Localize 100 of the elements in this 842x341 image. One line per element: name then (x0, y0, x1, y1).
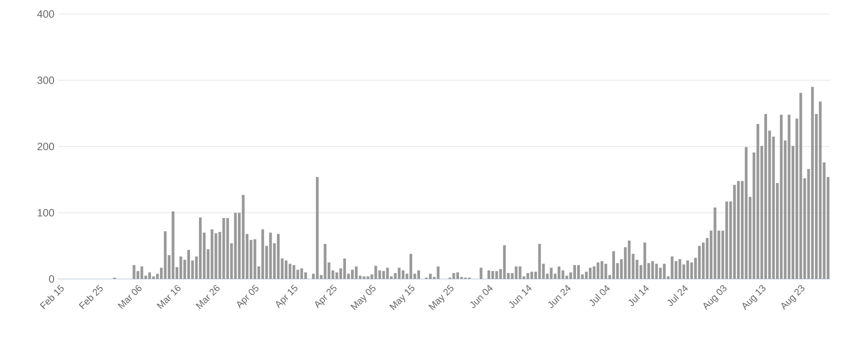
bar (744, 147, 748, 279)
bar (811, 86, 814, 279)
bar (562, 270, 564, 279)
bar (324, 244, 326, 279)
bar (254, 239, 256, 279)
bar (222, 218, 226, 279)
bar (503, 245, 506, 279)
bar (577, 265, 580, 279)
x-tick-label: Feb 15 (40, 284, 64, 310)
bar (316, 176, 319, 279)
x-tick-label: Jun 24 (548, 284, 571, 308)
bar (436, 266, 440, 279)
bar (386, 268, 389, 279)
x-tick-label: Apr 25 (315, 284, 336, 308)
bar (226, 218, 229, 279)
bar (417, 270, 420, 279)
bar (737, 180, 740, 279)
bar (284, 260, 288, 279)
x-tick-label: Jun 04 (470, 284, 493, 308)
x-tick-label: Apr 15 (276, 284, 298, 308)
bar (164, 231, 167, 279)
bar (714, 207, 716, 279)
x-tick-label: Apr 05 (237, 284, 259, 308)
bar (187, 250, 190, 279)
bar (612, 251, 615, 279)
bar (628, 240, 631, 279)
x-tick-label: Jul 24 (667, 285, 688, 306)
x-tick-label: Aug 13 (742, 285, 766, 310)
bar (818, 101, 822, 279)
bar (362, 276, 366, 279)
x-tick-label: Feb 25 (78, 284, 103, 310)
bar (140, 266, 144, 279)
bar (678, 259, 682, 279)
bar (366, 276, 370, 279)
bar (398, 268, 401, 279)
bar (269, 232, 272, 279)
bar (354, 266, 358, 279)
x-tick-label: Jun 14 (509, 284, 532, 308)
x-tick-label: May 05 (350, 284, 376, 310)
bar (456, 272, 460, 279)
x-tick-label: Mar 06 (118, 285, 142, 310)
bar (600, 261, 604, 279)
bar (292, 265, 296, 279)
bar (152, 276, 155, 279)
bar (210, 229, 214, 279)
bar (573, 265, 576, 279)
bar (514, 266, 518, 279)
bar (596, 262, 600, 279)
bar (756, 124, 760, 279)
bar (304, 272, 307, 279)
bar (198, 217, 202, 279)
x-tick-label: May 15 (389, 284, 414, 310)
bar (518, 266, 522, 279)
bar (538, 244, 541, 279)
bar (558, 266, 560, 279)
bar (351, 270, 354, 279)
bar (234, 212, 237, 279)
bar (764, 114, 768, 279)
x-tick-label: Mar 26 (196, 285, 220, 310)
bar (242, 194, 245, 279)
bar (495, 271, 498, 279)
bar (651, 261, 654, 279)
y-tick-label: 300 (37, 76, 54, 84)
bar (662, 264, 666, 279)
bar (550, 268, 553, 279)
bar (698, 246, 701, 279)
bar (526, 273, 530, 279)
bar (690, 262, 693, 279)
y-tick-label: 100 (38, 209, 54, 216)
bar (604, 264, 608, 279)
y-tick-label: 200 (37, 142, 54, 150)
bar (491, 271, 494, 279)
bar (402, 270, 404, 279)
bar (588, 268, 592, 279)
bar (655, 264, 658, 279)
y-tick-label: 0 (49, 275, 54, 283)
bar (480, 268, 482, 279)
bar (686, 260, 690, 279)
bar (300, 268, 304, 279)
bar (378, 270, 382, 279)
bar (643, 242, 646, 279)
bar (788, 114, 790, 279)
x-tick-label: Aug 23 (781, 285, 804, 310)
bar (214, 233, 218, 279)
bar (288, 264, 292, 279)
bar (670, 256, 674, 279)
x-tick-label: Jul 04 (589, 285, 610, 306)
bar (799, 92, 802, 279)
bar (584, 272, 588, 279)
bar (148, 272, 151, 279)
bar (452, 273, 456, 279)
bar (343, 258, 346, 279)
bar (530, 272, 534, 279)
bar (592, 266, 596, 279)
x-tick-label: Jul 14 (628, 285, 649, 306)
bar (659, 268, 662, 279)
bar (725, 201, 728, 279)
bar (428, 274, 432, 279)
bar (261, 229, 264, 279)
bar (276, 234, 280, 279)
